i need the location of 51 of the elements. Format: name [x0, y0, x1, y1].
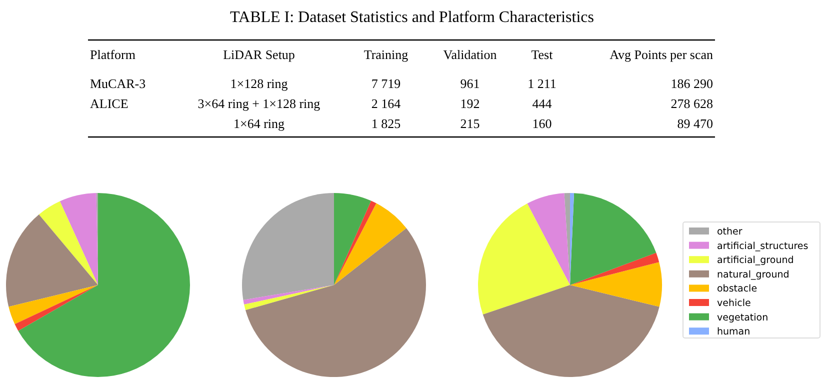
pie-slice — [334, 203, 406, 285]
pie-slice — [570, 252, 660, 285]
text: 1 825 — [371, 116, 401, 131]
pie-slice — [478, 204, 570, 315]
text: ALICE — [90, 96, 128, 111]
text: 3×64 ring + 1×128 ring — [198, 96, 321, 111]
text: 160 — [532, 116, 552, 131]
text: 186 290 — [670, 76, 713, 91]
text: 444 — [532, 96, 552, 111]
pie-slice — [482, 285, 660, 377]
text: TABLE I: Dataset Statistics and Platform Characteristics — [230, 9, 594, 26]
text: 1 211 — [528, 76, 556, 91]
text: 278 628 — [670, 96, 713, 111]
pie-slice — [243, 285, 334, 305]
text: LiDAR Setup — [223, 47, 295, 62]
text: 1×128 ring — [230, 76, 288, 91]
pie-slice — [6, 214, 98, 307]
pie-slice — [60, 193, 98, 285]
legend-label: artificial_ground — [717, 255, 794, 266]
pie-slice — [244, 285, 334, 310]
pie-slice — [570, 193, 656, 285]
pie-slice — [245, 228, 426, 377]
legend-label: other — [717, 226, 742, 238]
text: 7 719 — [371, 76, 401, 91]
text: Validation — [443, 47, 498, 62]
text: Avg Points per scan — [610, 47, 714, 62]
legend-label: artificial_structures — [717, 240, 808, 252]
legend-label: human — [717, 326, 750, 338]
text: Platform — [90, 47, 136, 62]
legend-label: natural_ground — [717, 269, 790, 280]
text: 192 — [460, 96, 480, 111]
legend-label: vegetation — [717, 312, 768, 324]
pie-slice — [570, 262, 662, 307]
pie-slice — [38, 201, 98, 285]
pie-slice — [8, 285, 98, 324]
text: Training — [364, 47, 409, 62]
pie-slice — [527, 193, 570, 285]
pie-slice — [334, 193, 372, 285]
pie-slice — [334, 200, 376, 285]
text: 961 — [460, 76, 480, 91]
legend-label: obstacle — [717, 284, 758, 295]
text: 89 470 — [677, 116, 713, 131]
text: Test — [531, 47, 554, 62]
pie-slice — [242, 193, 334, 300]
text: MuCAR-3 — [90, 76, 146, 91]
text: 215 — [460, 116, 480, 131]
text: 2 164 — [371, 96, 402, 111]
legend-label: vehicle — [717, 298, 751, 309]
text: 1×64 ring — [233, 116, 286, 131]
pie-slice — [14, 285, 98, 331]
pie-slice — [18, 193, 190, 377]
